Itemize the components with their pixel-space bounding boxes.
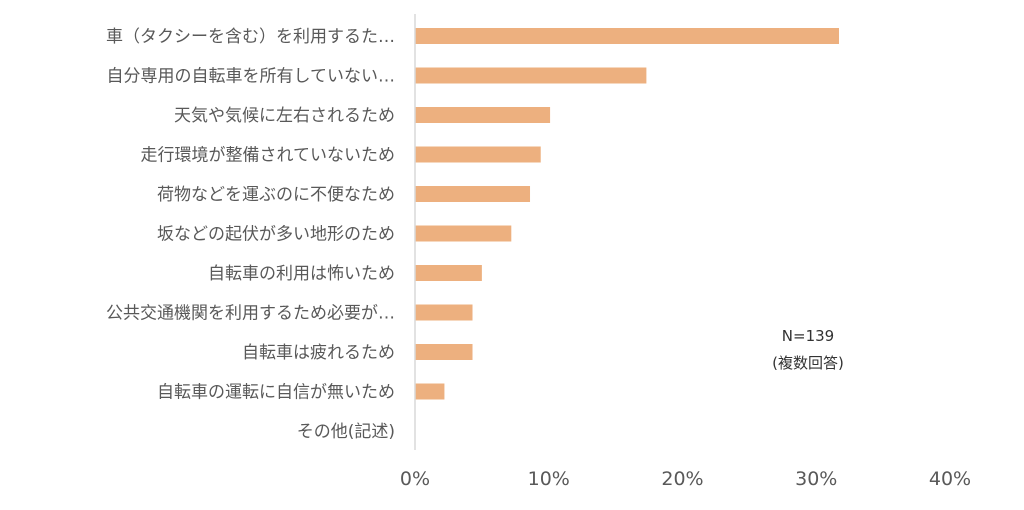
category-label-8: 自転車は疲れるため [242,343,395,363]
category-label-2: 天気や気候に左右されるため [174,106,395,126]
bar-5 [415,225,512,242]
bar-1 [415,67,647,84]
multiple-answer-note: (複数回答) [772,354,844,372]
category-labels: 車（タクシーを含む）を利用するた… 自分専用の自転車を所有していない… 天気や気候に… [106,27,395,442]
category-label-9: 自転車の運転に自信が無いため [157,383,395,403]
x-tick-label-3: 30% [795,468,837,490]
bar-0 [415,28,839,44]
category-label-0: 車（タクシーを含む）を利用するた… [106,27,395,47]
category-label-5: 坂などの起伏が多い地形のため [157,225,395,245]
sample-size-note: N=139 [782,327,834,345]
category-label-7: 公共交通機関を利用するため必要が… [106,304,395,324]
category-label-6: 自転車の利用は怖いため [208,264,395,284]
bars-group [415,28,839,400]
bar-6 [415,265,482,281]
x-tick-labels: 0% 10% 20% 30% 40% [400,468,971,490]
x-tick-label-0: 0% [400,468,430,490]
bar-9 [415,383,445,400]
bar-7 [415,304,473,321]
category-label-3: 走行環境が整備されていないため [141,146,396,166]
bar-2 [415,107,551,123]
bar-8 [415,344,473,360]
x-tick-label-4: 40% [929,468,971,490]
category-label-10: その他(記述) [297,422,395,442]
bar-4 [415,186,531,202]
x-tick-label-2: 20% [661,468,703,490]
bar-3 [415,146,541,163]
category-label-1: 自分専用の自転車を所有していない… [107,67,396,87]
x-tick-label-1: 10% [528,468,570,490]
category-label-4: 荷物などを運ぶのに不便なため [157,185,395,205]
